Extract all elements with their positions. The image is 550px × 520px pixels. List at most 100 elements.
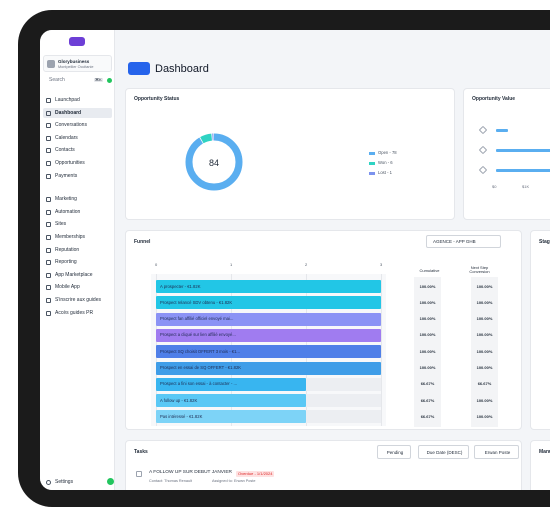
menu-label: Launchpad [55, 97, 80, 103]
value-bar [496, 129, 508, 132]
funnel-bar[interactable] [156, 410, 306, 424]
menu-icon [46, 98, 51, 103]
menu-item[interactable]: App Marketplace [43, 270, 112, 281]
value-bar [496, 149, 550, 152]
account-avatar [47, 60, 55, 68]
funnel-bar[interactable] [156, 377, 306, 391]
card-title: Manual Actions [539, 449, 550, 455]
menu-label: Payments [55, 172, 78, 179]
cumulative-value: 66.67% [420, 413, 435, 419]
menu-label: Reporting [55, 259, 77, 266]
menu-icon [46, 161, 51, 166]
menu-item[interactable]: Launchpad [43, 95, 112, 106]
menu-item[interactable]: Reporting [43, 257, 112, 268]
funnel-bar[interactable] [156, 345, 381, 359]
cumulative-value: 100.00% [419, 365, 436, 370]
row-icon [478, 165, 488, 175]
funnel-bar-label: A prospecter - €1.82K [160, 283, 201, 289]
menu-icon [46, 123, 51, 129]
menu-item[interactable]: Calendars [43, 133, 112, 144]
menu-icon [46, 173, 51, 179]
menu-item[interactable]: Sites [43, 219, 112, 230]
menu-item[interactable]: Opportunities [43, 158, 112, 169]
next-step-value: 100.00% [476, 348, 493, 354]
cumulative-value: 100.00% [419, 283, 436, 289]
add-button [107, 78, 112, 83]
funnel-bar[interactable] [156, 280, 381, 293]
filter-button[interactable]: Due Date (DESC) [418, 445, 469, 459]
tasks-card: Tasks Pending Due Date (DESC) Erwan Poste A … [125, 440, 522, 490]
menu-item[interactable]: S'inscrire aux guides [43, 295, 112, 306]
menu-item[interactable]: Conversations [43, 120, 112, 131]
task-badge: Overdue - 1/1/2024 [236, 470, 275, 477]
funnel-bar[interactable] [156, 361, 381, 375]
menu-item[interactable]: Automation [43, 207, 112, 218]
settings-label: Settings [55, 479, 74, 485]
filter-button[interactable]: Erwan Poste [474, 445, 519, 459]
menu-label: Automation [55, 208, 81, 215]
grid-line [381, 274, 382, 426]
menu-label: Conversations [55, 122, 87, 129]
sidebar: Glorybusiness Montpellier Occitanie Search… [40, 30, 115, 490]
funnel-bar-label: Prospect fan affilié officiel envoyé mai… [160, 316, 234, 322]
filter-button[interactable]: Pending [377, 445, 411, 459]
cumulative-value: 100.00% [419, 299, 436, 305]
cumulative-value: 100.00% [419, 332, 436, 338]
menu-item[interactable]: Accès guides PR [43, 308, 112, 319]
menu-item[interactable]: Mobile App [43, 282, 112, 293]
menu-icon [46, 272, 51, 278]
menu-icon [46, 247, 51, 253]
funnel-card: Funnel AGENCE - APP GHB 0 1 2 3 Cumulative Next… [125, 230, 522, 430]
menu-item[interactable]: Payments [43, 171, 112, 182]
dropdown-label: AGENCE - APP GHB [433, 239, 476, 244]
funnel-bar[interactable] [156, 312, 381, 326]
column-header: Next Step Conversion [469, 265, 490, 274]
manual-actions-card: Manual Actions [530, 440, 550, 490]
dashboard-switch[interactable] [128, 62, 150, 75]
funnel-bar-label: Prospect en essai de SQ OFFERT - €1.82K [160, 365, 242, 370]
funnel-bar[interactable] [156, 296, 381, 310]
menu-item[interactable]: Marketing [43, 194, 112, 205]
funnel-bar-label: Pas intéressé - €1.82K [160, 413, 203, 419]
menu-item[interactable]: Contacts [43, 145, 112, 156]
menu-label: App Marketplace [55, 271, 93, 278]
menu-icon [46, 209, 51, 215]
menu-icon [46, 135, 51, 141]
menu-item[interactable]: Reputation [43, 245, 112, 256]
menu-label: Dashboard [55, 109, 82, 116]
search[interactable]: Search ⌘K [43, 76, 112, 85]
menu-item[interactable]: Dashboard [43, 107, 112, 119]
next-step-value: 66.67% [477, 381, 492, 387]
x-tick-label: 0 [155, 262, 158, 267]
row-icon [478, 125, 488, 135]
legend-swatch [369, 172, 375, 175]
menu-label: Reputation [55, 246, 80, 253]
task-checkbox[interactable] [136, 471, 142, 477]
legend-label: Open - 78 [378, 150, 397, 155]
card-title: Stages [539, 239, 550, 245]
menu-item[interactable]: Memberships [43, 232, 112, 243]
card-title: Opportunity Status [134, 96, 180, 102]
pipeline-dropdown[interactable]: AGENCE - APP GHB [426, 235, 501, 248]
settings[interactable]: Settings [43, 477, 112, 487]
menu-icon [46, 298, 51, 303]
screen: Glorybusiness Montpellier Occitanie Search… [40, 30, 550, 490]
menu-icon [46, 197, 51, 203]
column-header: Cumulative [419, 268, 440, 273]
next-step-value: 100.00% [476, 413, 493, 419]
value-bar [496, 169, 550, 172]
menu-label: Memberships [55, 234, 86, 240]
funnel-bar[interactable] [156, 394, 306, 408]
filter-label: Pending [386, 449, 404, 455]
task-contact: Contact: Thomas Renault [149, 479, 192, 483]
cumulative-value: 100.00% [419, 316, 436, 322]
funnel-bar-label: Prospect a cliqué sur lien affilié envoy… [160, 332, 236, 338]
menu-icon [46, 148, 51, 154]
funnel-bar[interactable] [156, 328, 381, 342]
help-badge [107, 478, 114, 485]
x-tick-label: 3 [380, 262, 383, 267]
account-switcher[interactable]: Glorybusiness Montpellier Occitanie [43, 55, 112, 72]
next-step-value: 100.00% [476, 332, 493, 338]
search-label: Search [49, 77, 65, 83]
